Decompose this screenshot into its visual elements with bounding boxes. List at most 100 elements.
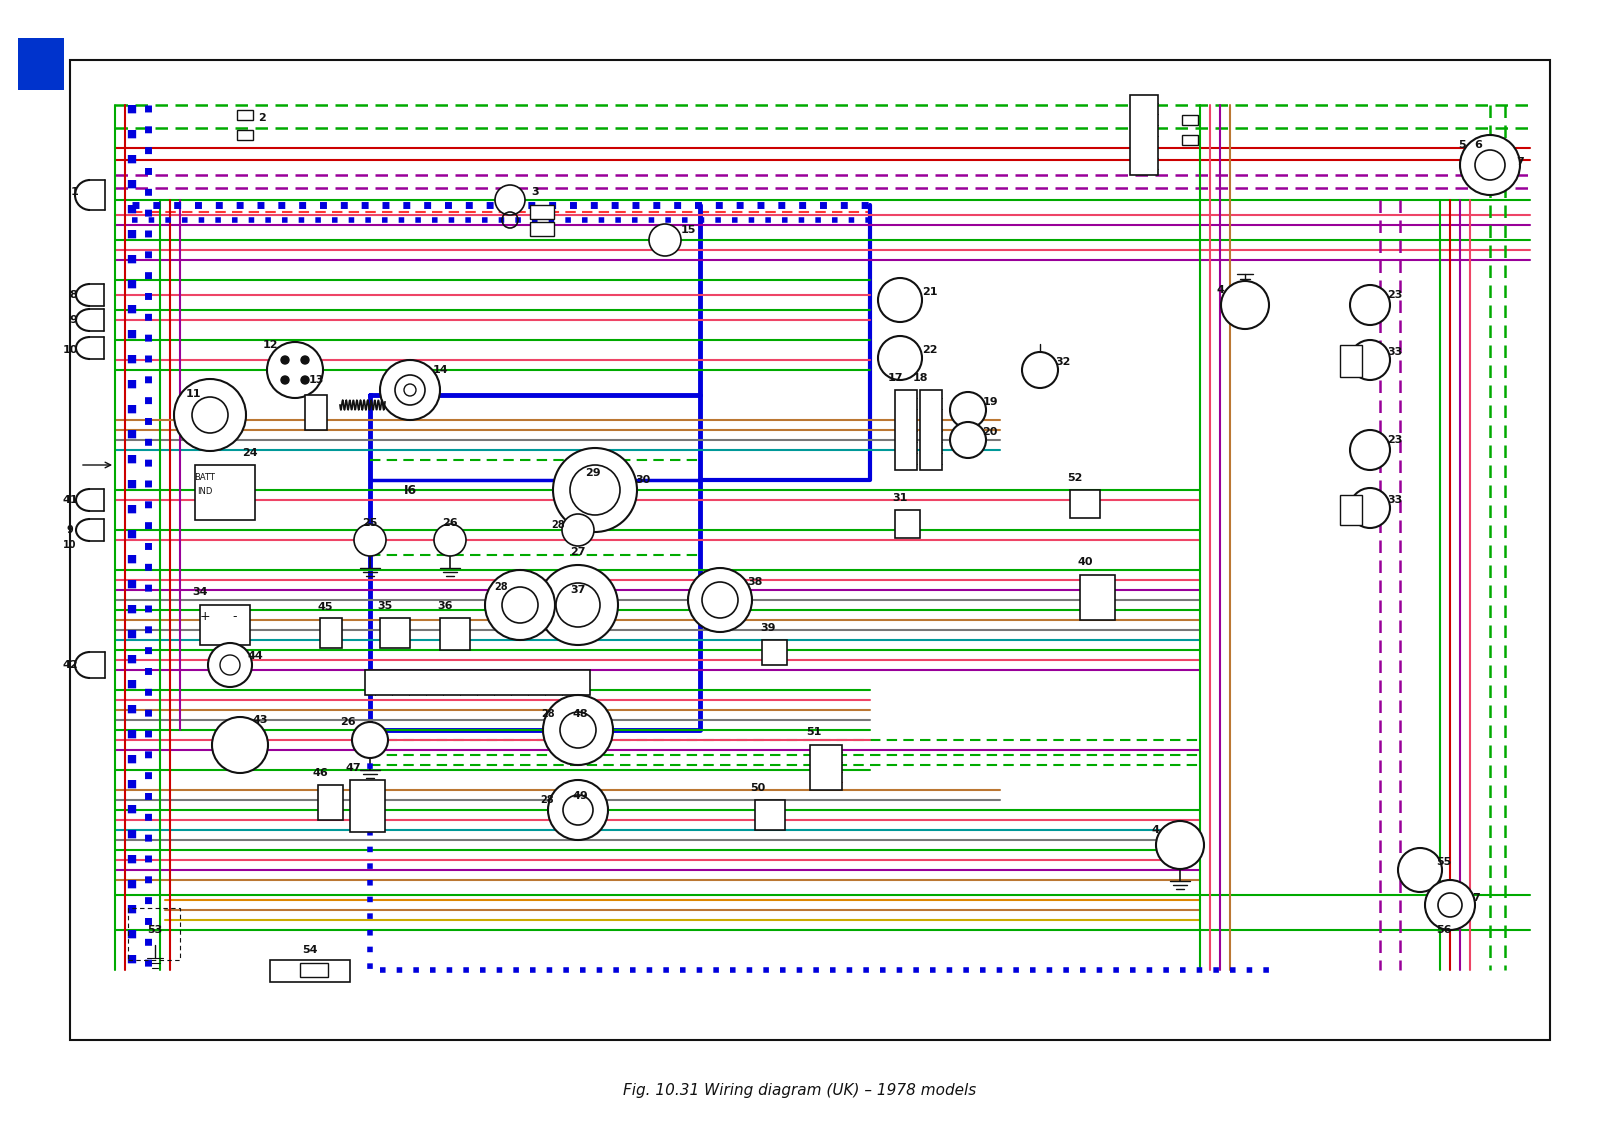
Bar bbox=[128, 908, 179, 960]
Circle shape bbox=[570, 465, 621, 515]
Text: 33: 33 bbox=[1387, 495, 1403, 506]
Text: 47: 47 bbox=[346, 763, 362, 772]
Text: 7: 7 bbox=[1472, 893, 1480, 903]
Bar bbox=[1182, 115, 1198, 126]
Text: 55: 55 bbox=[1437, 857, 1451, 867]
Text: 26: 26 bbox=[341, 717, 355, 727]
Circle shape bbox=[301, 356, 309, 364]
Bar bbox=[530, 222, 554, 236]
Text: 25: 25 bbox=[362, 518, 378, 528]
Text: 46: 46 bbox=[312, 768, 328, 778]
Circle shape bbox=[1221, 280, 1269, 329]
Circle shape bbox=[381, 360, 440, 420]
Circle shape bbox=[282, 375, 290, 385]
Bar bbox=[762, 640, 787, 665]
Circle shape bbox=[562, 513, 594, 546]
Bar bbox=[365, 670, 590, 696]
Circle shape bbox=[192, 397, 229, 433]
Text: 4: 4 bbox=[1150, 824, 1158, 835]
Circle shape bbox=[301, 375, 309, 385]
Circle shape bbox=[221, 655, 240, 675]
Circle shape bbox=[702, 582, 738, 618]
Text: 32: 32 bbox=[1056, 357, 1070, 366]
Bar bbox=[301, 962, 328, 977]
Text: BATT: BATT bbox=[195, 474, 216, 483]
Circle shape bbox=[494, 185, 525, 215]
Circle shape bbox=[1350, 430, 1390, 470]
Text: 23: 23 bbox=[1387, 435, 1403, 444]
Circle shape bbox=[1350, 340, 1390, 380]
Bar bbox=[237, 130, 253, 140]
Bar bbox=[195, 465, 254, 520]
Circle shape bbox=[878, 278, 922, 322]
Text: 45: 45 bbox=[317, 602, 333, 612]
Bar bbox=[440, 618, 470, 650]
Text: 21: 21 bbox=[922, 287, 938, 297]
Text: 19: 19 bbox=[982, 397, 998, 407]
Text: 8: 8 bbox=[69, 290, 77, 300]
Bar bbox=[1080, 575, 1115, 620]
Text: IND: IND bbox=[197, 487, 213, 497]
Circle shape bbox=[1350, 487, 1390, 528]
Text: 28: 28 bbox=[494, 582, 507, 592]
Circle shape bbox=[1426, 880, 1475, 930]
Circle shape bbox=[282, 356, 290, 364]
Text: 17: 17 bbox=[888, 373, 902, 383]
Text: 37: 37 bbox=[570, 585, 586, 595]
Text: 20: 20 bbox=[982, 428, 998, 437]
Text: 9: 9 bbox=[69, 316, 77, 325]
Text: 50: 50 bbox=[750, 783, 766, 793]
Text: 10: 10 bbox=[64, 539, 77, 550]
Text: 24: 24 bbox=[242, 448, 258, 458]
Bar bbox=[810, 745, 842, 789]
Bar bbox=[1341, 495, 1362, 525]
Text: 4: 4 bbox=[1216, 285, 1224, 295]
Text: 2: 2 bbox=[258, 113, 266, 123]
Text: 28: 28 bbox=[541, 709, 555, 719]
Bar bbox=[318, 785, 342, 820]
Text: 12: 12 bbox=[262, 340, 278, 349]
Text: 41: 41 bbox=[62, 495, 78, 506]
Circle shape bbox=[1459, 135, 1520, 195]
Text: 10: 10 bbox=[62, 345, 78, 355]
Circle shape bbox=[650, 224, 682, 256]
Circle shape bbox=[557, 582, 600, 627]
Text: +: + bbox=[200, 611, 210, 623]
Bar bbox=[530, 205, 554, 219]
Circle shape bbox=[267, 342, 323, 398]
Circle shape bbox=[352, 722, 387, 758]
Text: 14: 14 bbox=[432, 365, 448, 375]
Bar bbox=[894, 510, 920, 538]
Text: 53: 53 bbox=[147, 925, 163, 935]
Text: 1: 1 bbox=[70, 187, 78, 197]
Text: 39: 39 bbox=[760, 623, 776, 633]
Text: 35: 35 bbox=[378, 601, 392, 611]
Text: 6: 6 bbox=[1474, 140, 1482, 150]
Text: 54: 54 bbox=[302, 946, 318, 955]
Circle shape bbox=[542, 696, 613, 765]
Circle shape bbox=[485, 570, 555, 640]
Circle shape bbox=[174, 379, 246, 451]
Circle shape bbox=[878, 336, 922, 380]
Text: -: - bbox=[232, 611, 237, 623]
Bar bbox=[1341, 345, 1362, 377]
Circle shape bbox=[1438, 893, 1462, 917]
Text: 36: 36 bbox=[437, 601, 453, 611]
Text: 27: 27 bbox=[570, 547, 586, 556]
Bar bbox=[237, 110, 253, 120]
Text: 42: 42 bbox=[62, 661, 78, 670]
Circle shape bbox=[563, 795, 594, 824]
Text: 33: 33 bbox=[1387, 347, 1403, 357]
Text: 30: 30 bbox=[635, 475, 651, 485]
Bar bbox=[200, 605, 250, 645]
Text: 18: 18 bbox=[912, 373, 928, 383]
Text: 28: 28 bbox=[550, 520, 565, 530]
Text: 34: 34 bbox=[192, 587, 208, 597]
Text: 29: 29 bbox=[586, 468, 602, 478]
Text: 11: 11 bbox=[186, 389, 200, 399]
Text: 26: 26 bbox=[442, 518, 458, 528]
Bar bbox=[270, 960, 350, 982]
Text: 48: 48 bbox=[573, 709, 587, 719]
Bar bbox=[894, 390, 917, 470]
Text: 52: 52 bbox=[1067, 473, 1083, 483]
